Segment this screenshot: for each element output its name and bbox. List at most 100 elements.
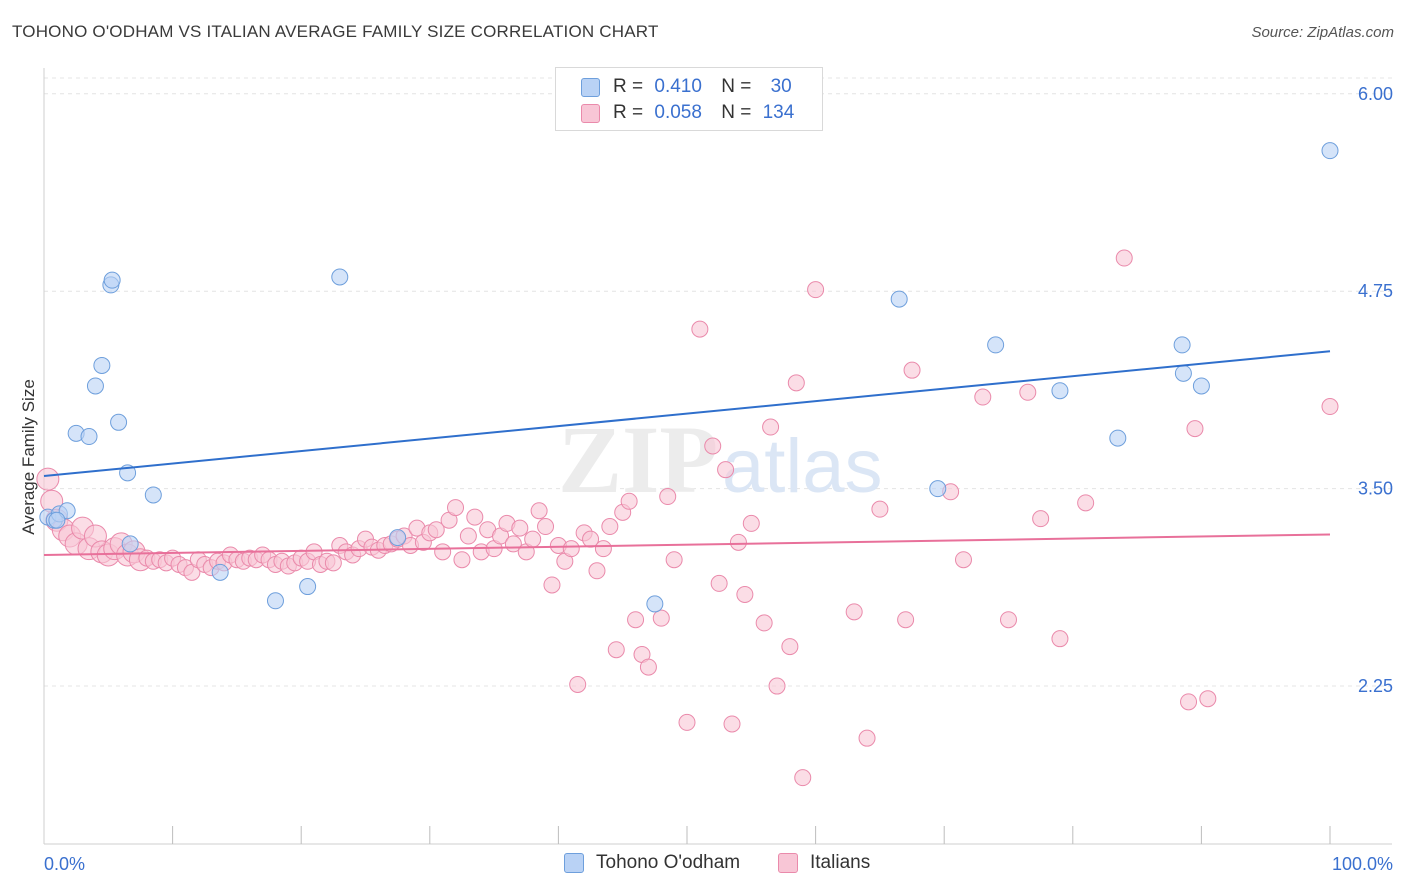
tohono-point bbox=[121, 535, 139, 553]
italians-point bbox=[678, 713, 696, 731]
italians-point bbox=[729, 533, 747, 551]
italians-point bbox=[459, 527, 477, 545]
italians-points bbox=[36, 249, 1339, 787]
x-tick-label-min: 0.0% bbox=[44, 854, 85, 874]
italians-point bbox=[781, 638, 799, 656]
italians-point bbox=[1321, 398, 1339, 416]
italians-point bbox=[607, 641, 625, 659]
legend-swatch-italians bbox=[581, 104, 600, 123]
italians-point bbox=[36, 467, 60, 491]
y-tick-label: 6.00 bbox=[1358, 84, 1393, 104]
italians-trend-line bbox=[43, 533, 1331, 556]
italians-point bbox=[974, 388, 992, 406]
italians-point bbox=[1115, 249, 1133, 267]
legend-row-tohono: R = 0.410 N = 30 bbox=[556, 75, 822, 101]
tohono-point bbox=[646, 595, 664, 613]
italians-point bbox=[324, 554, 342, 572]
legend-r-value: 0.058 bbox=[654, 102, 702, 123]
tohono-point bbox=[331, 268, 349, 286]
italians-point bbox=[787, 374, 805, 392]
tohono-point bbox=[144, 486, 162, 504]
tohono-point bbox=[93, 356, 111, 374]
legend-n-value: 30 bbox=[770, 76, 792, 97]
italians-point bbox=[954, 551, 972, 569]
italians-point bbox=[524, 530, 542, 548]
tohono-point bbox=[211, 563, 229, 581]
tohono-point bbox=[929, 480, 947, 498]
italians-point bbox=[627, 611, 645, 629]
italians-point bbox=[427, 521, 445, 539]
tohono-point bbox=[1109, 429, 1127, 447]
y-axis-label: Average Family Size bbox=[19, 379, 38, 535]
italians-point bbox=[710, 574, 728, 592]
gridlines bbox=[44, 77, 1392, 687]
tohono-point bbox=[1173, 336, 1191, 354]
italians-point bbox=[1032, 510, 1050, 528]
source-label: Source: ZipAtlas.com bbox=[1251, 24, 1394, 41]
italians-point bbox=[691, 320, 709, 338]
legend-swatch-tohono bbox=[581, 78, 600, 97]
tohono-point bbox=[1051, 382, 1069, 400]
y-tick-label: 2.25 bbox=[1358, 676, 1393, 696]
stats-legend: R = 0.410 N = 30 R = 0.058 N = 134 bbox=[555, 67, 823, 131]
italians-point bbox=[665, 551, 683, 569]
italians-point bbox=[639, 658, 657, 676]
x-tick-label-max: 100.0% bbox=[1332, 854, 1393, 874]
italians-point bbox=[620, 492, 638, 510]
italians-point bbox=[755, 614, 773, 632]
italians-point bbox=[762, 418, 780, 436]
italians-point bbox=[1000, 611, 1017, 629]
tohono-point bbox=[48, 511, 66, 529]
italians-point bbox=[659, 488, 677, 506]
axis-labels: 6.00 4.75 3.50 2.25 0.0% 100.0% Average Family… bbox=[19, 84, 1393, 874]
y-tick-label: 4.75 bbox=[1358, 281, 1393, 301]
italians-point bbox=[742, 514, 760, 532]
axes bbox=[43, 68, 1392, 845]
tohono-point bbox=[299, 578, 317, 596]
italians-point bbox=[858, 729, 876, 747]
trend-lines bbox=[43, 350, 1331, 556]
tohono-trend-line bbox=[43, 350, 1331, 477]
italians-point bbox=[569, 675, 587, 693]
italians-point bbox=[794, 769, 812, 787]
legend-n-value: 134 bbox=[762, 102, 795, 123]
italians-point bbox=[466, 508, 484, 526]
tohono-point bbox=[1192, 377, 1210, 395]
legend-label-italians: Italians bbox=[810, 852, 871, 873]
italians-point bbox=[1077, 494, 1095, 512]
tohono-point bbox=[890, 290, 908, 308]
italians-point bbox=[903, 361, 921, 379]
watermark-atlas: atlas bbox=[722, 424, 883, 509]
italians-point bbox=[562, 540, 580, 558]
italians-point bbox=[543, 576, 561, 594]
tohono-point bbox=[110, 413, 128, 431]
legend-r-label: R = bbox=[613, 76, 644, 97]
tohono-point bbox=[86, 377, 104, 395]
legend-r-value: 0.410 bbox=[654, 76, 702, 97]
tohono-point bbox=[266, 592, 284, 610]
italians-point bbox=[652, 609, 670, 627]
tohono-point bbox=[103, 271, 121, 289]
legend-label-tohono: Tohono O'odham bbox=[596, 852, 741, 873]
italians-point bbox=[1199, 690, 1217, 708]
italians-point bbox=[588, 562, 606, 580]
italians-point bbox=[704, 437, 722, 455]
italians-point bbox=[768, 677, 786, 695]
legend-r-label: R = bbox=[613, 102, 644, 123]
italians-point bbox=[723, 715, 741, 733]
italians-point bbox=[871, 500, 889, 518]
tohono-point bbox=[987, 336, 1005, 354]
italians-point bbox=[511, 519, 529, 537]
tohono-point bbox=[80, 428, 98, 446]
italians-point bbox=[717, 461, 735, 479]
tohono-points bbox=[39, 142, 1339, 613]
italians-point bbox=[447, 499, 465, 517]
tohono-point bbox=[1321, 142, 1339, 160]
chart-title: TOHONO O'ODHAM VS ITALIAN AVERAGE FAMILY… bbox=[12, 22, 659, 41]
italians-point bbox=[897, 611, 915, 629]
italians-point bbox=[1051, 630, 1069, 648]
legend-n-label: N = bbox=[721, 102, 752, 123]
italians-point bbox=[736, 585, 754, 603]
legend-n-label: N = bbox=[721, 76, 752, 97]
